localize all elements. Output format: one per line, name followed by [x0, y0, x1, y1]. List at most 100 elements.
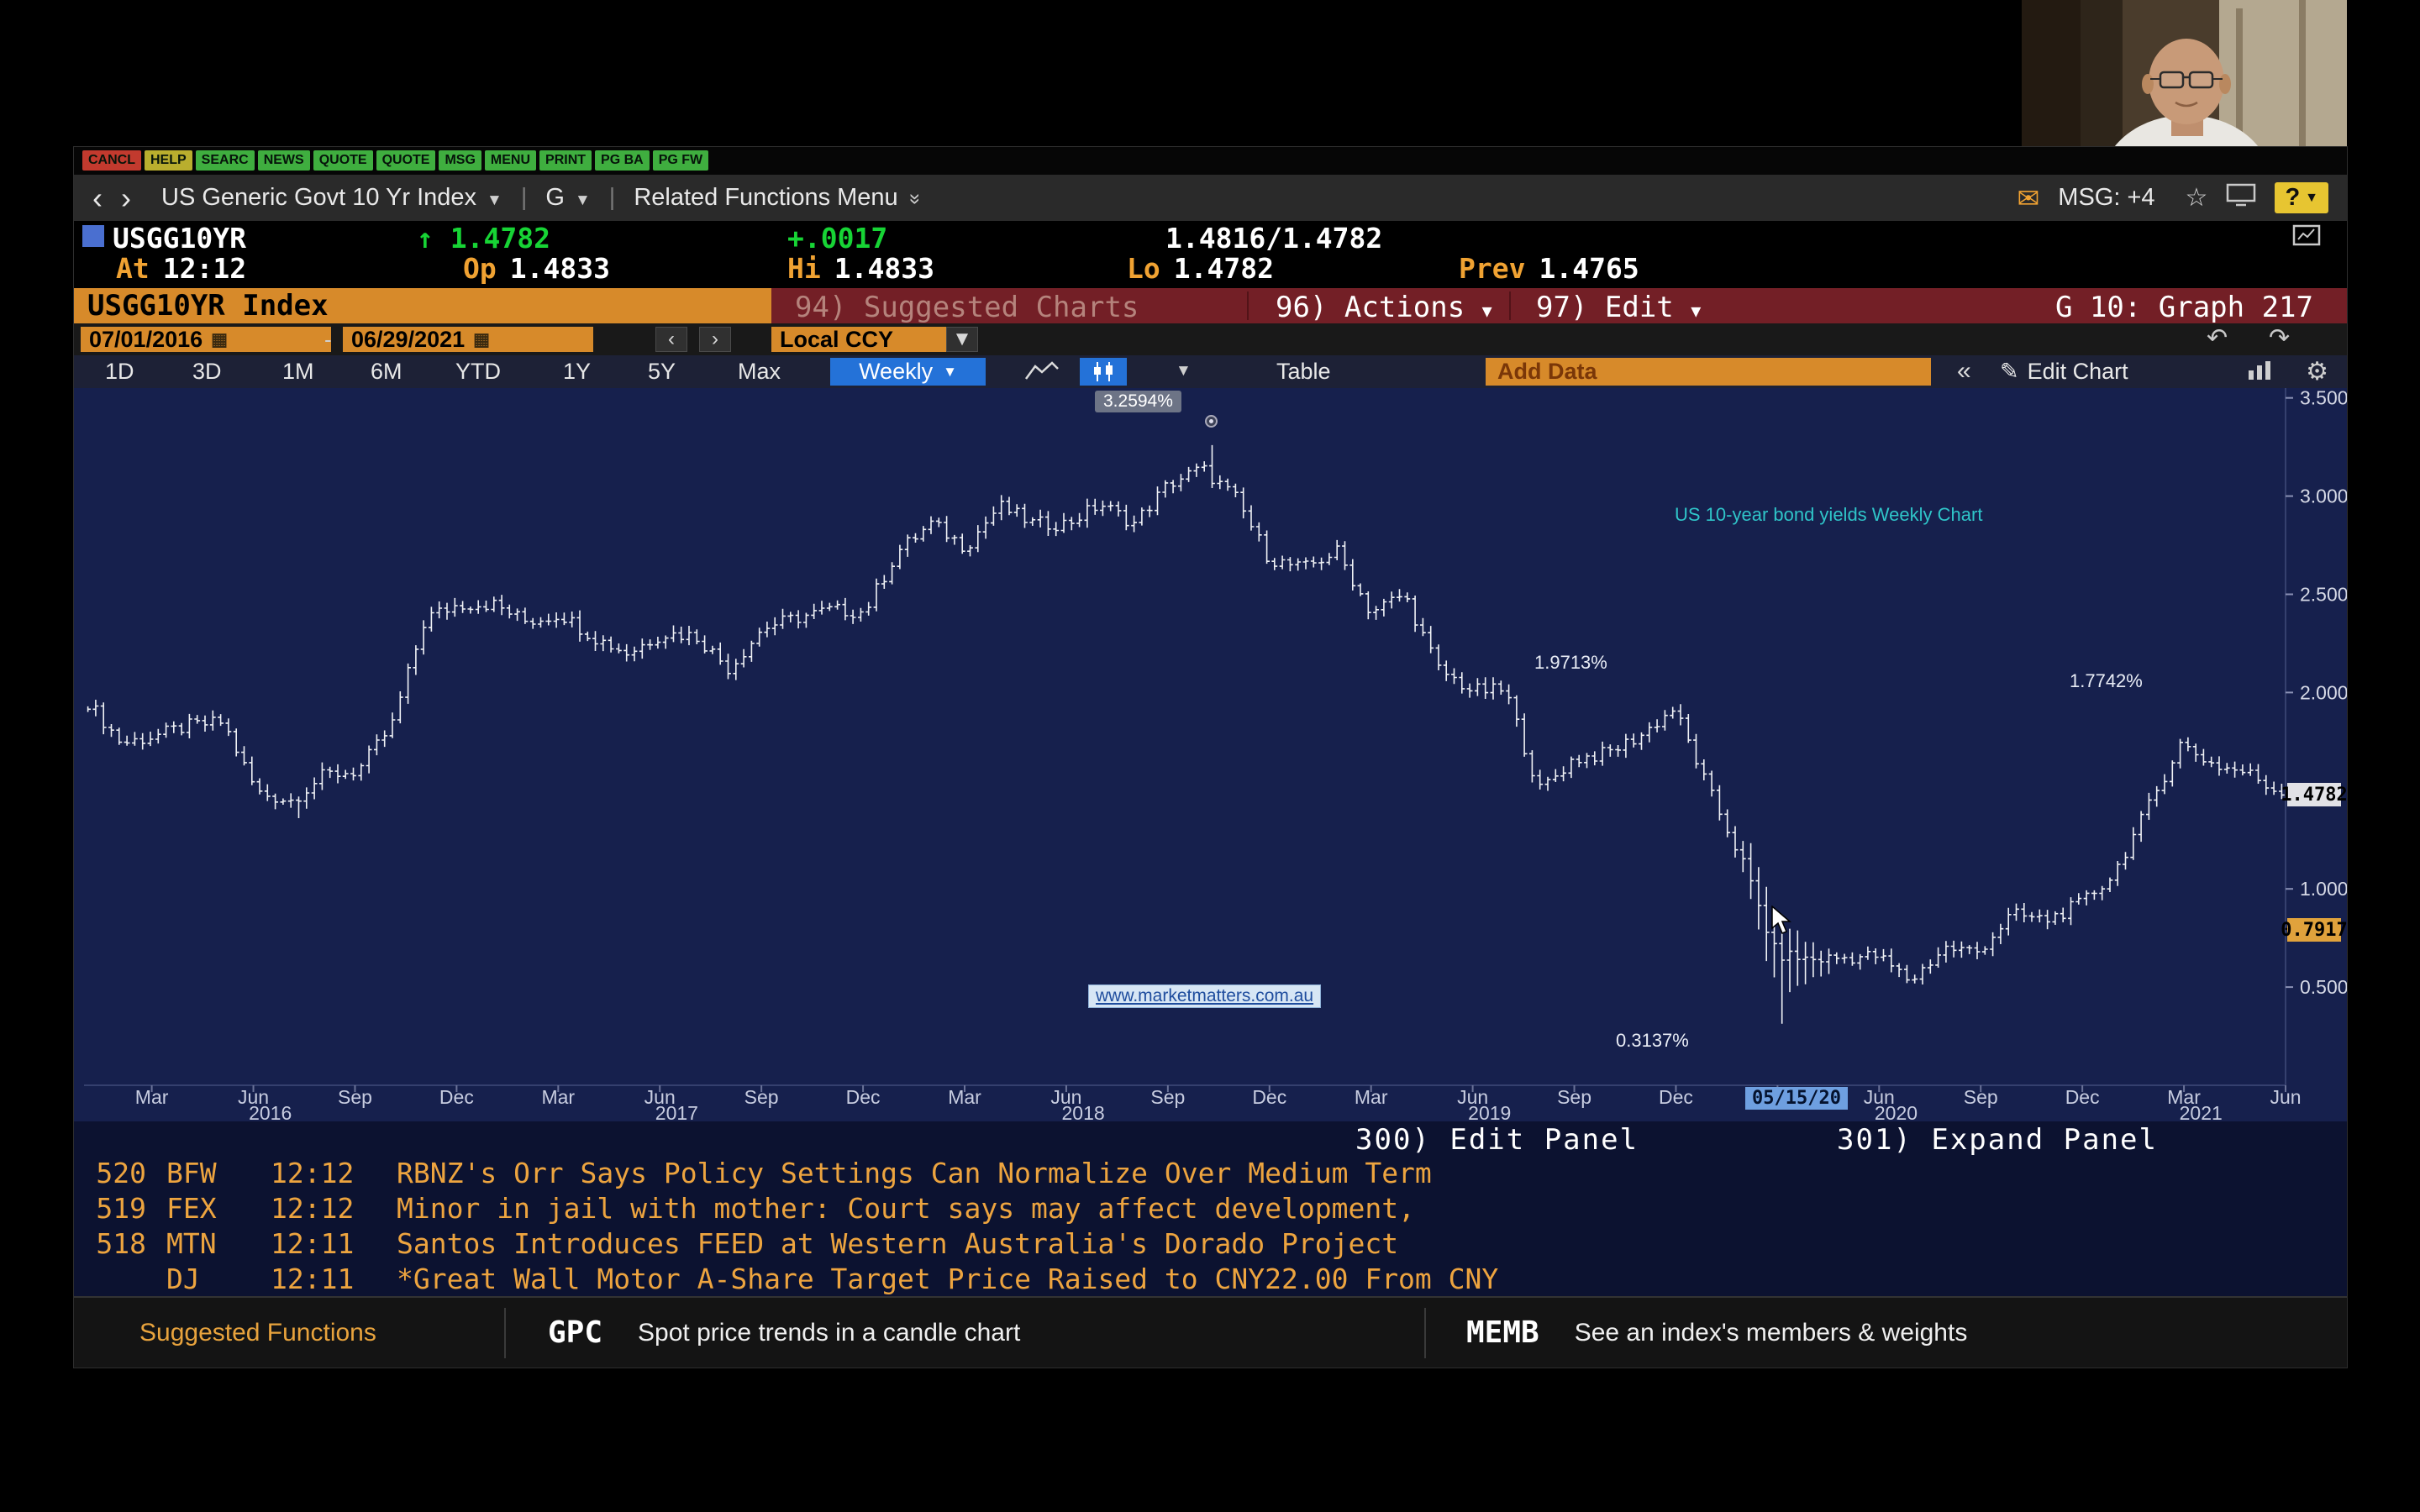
chart-type-dropdown[interactable]: ▼: [1176, 362, 1192, 380]
fkey-quote[interactable]: QUOTE: [313, 150, 373, 171]
bid-ask: 1.4816/1.4782: [1165, 222, 1383, 255]
add-data-input[interactable]: Add Data: [1486, 358, 1931, 386]
period-1y[interactable]: 1Y: [563, 359, 592, 384]
function-description: Spot price trends in a candle chart: [638, 1318, 1021, 1347]
x-axis-year-label: 2016: [249, 1102, 292, 1121]
annotation-1-7742: 1.7742%: [2070, 670, 2143, 691]
frequency-dropdown[interactable]: Weekly ▼: [830, 358, 986, 386]
back-button[interactable]: ‹: [92, 180, 103, 215]
news-source: MTN: [166, 1226, 217, 1260]
fkey-news[interactable]: NEWS: [257, 150, 310, 171]
expand-panel-command[interactable]: 301) Expand Panel: [1837, 1123, 2158, 1157]
watermark-link[interactable]: www.marketmatters.com.au: [1088, 984, 1322, 1008]
fkey-print[interactable]: PRINT: [539, 150, 592, 171]
currency-dropdown-button[interactable]: ▼: [946, 327, 978, 352]
fkey-help[interactable]: HELP: [145, 150, 192, 171]
annotation-marker-icon[interactable]: [1205, 415, 1218, 428]
x-axis-month-label: Dec: [846, 1086, 881, 1108]
related-functions-menu[interactable]: Related Functions Menu «: [634, 184, 925, 211]
news-headline-row[interactable]: DJ 12:11 *Great Wall Motor A-Share Target …: [74, 1261, 2347, 1296]
collapse-panel-icon[interactable]: «: [1957, 357, 1971, 385]
suggested-function-memb[interactable]: MEMB See an index's members & weights: [1426, 1315, 1967, 1350]
divider: [504, 1307, 506, 1358]
period-max[interactable]: Max: [738, 359, 781, 384]
period-ytd[interactable]: YTD: [455, 359, 501, 384]
x-axis-month-label: Dec: [1252, 1086, 1286, 1108]
x-axis-year-label: 2019: [1468, 1102, 1511, 1121]
x-axis-month-label: Mar: [541, 1086, 575, 1108]
chart-area[interactable]: 3.500 3.000 2.500 2.000 1.000 0.500 Mar Jun Sep D…: [74, 388, 2348, 1121]
up-arrow-icon: ↑: [417, 222, 434, 255]
news-headline-row[interactable]: 520 BFW 12:12 RBNZ's Orr Says Policy Settin…: [74, 1155, 2347, 1190]
x-axis-year-label: 2020: [1875, 1102, 1918, 1121]
chevron-down-icon: ▼: [1691, 301, 1702, 321]
fkey-cancl[interactable]: CANCL: [82, 150, 141, 171]
favorite-star-icon[interactable]: ☆: [2185, 184, 2208, 212]
news-source: BFW: [166, 1156, 217, 1189]
calendar-icon[interactable]: ▦: [473, 329, 490, 349]
help-button[interactable]: ? ▼: [2275, 182, 2328, 213]
news-time: 12:11: [271, 1226, 355, 1260]
divider: [1424, 1307, 1426, 1358]
fkey-quote[interactable]: QUOTE: [376, 150, 436, 171]
period-5y[interactable]: 5Y: [648, 359, 676, 384]
x-axis-month-label: Jun: [238, 1086, 269, 1108]
table-button[interactable]: Table: [1276, 359, 1331, 384]
period-3d[interactable]: 3D: [192, 359, 222, 384]
news-headline-row[interactable]: 519 FEX 12:12 Minor in jail with mother: Co…: [74, 1190, 2347, 1226]
crosshair-date-label: 05/15/20: [1745, 1087, 1848, 1110]
date-range-bar: 07/01/2016 ▦ - 06/29/2021 ▦ ‹ › Local CCY …: [74, 323, 2347, 355]
end-date-field[interactable]: 06/29/2021 ▦: [343, 327, 593, 352]
security-menu[interactable]: US Generic Govt 10 Yr Index ▼: [161, 184, 502, 212]
calendar-icon[interactable]: ▦: [211, 329, 228, 349]
x-axis-month-label: Mar: [2167, 1086, 2201, 1108]
line-chart-icon[interactable]: [1023, 359, 1062, 390]
fkey-searc[interactable]: SEARC: [195, 150, 255, 171]
edit-menu[interactable]: 97) Edit ▼: [1536, 291, 1702, 324]
fkey-msg[interactable]: MSG: [439, 150, 481, 171]
g-function-menu[interactable]: G ▼: [545, 184, 591, 211]
start-date-field[interactable]: 07/01/2016 ▦: [81, 327, 331, 352]
chart-options-icon[interactable]: [2246, 359, 2273, 388]
candlestick-chart-icon[interactable]: [1080, 358, 1127, 386]
fkey-pg-ba[interactable]: PG BA: [595, 150, 650, 171]
suggested-function-gpc[interactable]: GPC Spot price trends in a candle chart: [506, 1315, 1424, 1350]
suggested-charts-menu[interactable]: 94) Suggested Charts: [795, 291, 1139, 324]
period-1m[interactable]: 1M: [282, 359, 314, 384]
news-time: 12:11: [271, 1262, 355, 1295]
monitor-icon: [2227, 183, 2256, 206]
x-axis-month-label: Jun: [1050, 1086, 1081, 1108]
gear-icon[interactable]: ⚙: [2306, 358, 2328, 386]
forward-button[interactable]: ›: [121, 180, 131, 215]
period-1d[interactable]: 1D: [105, 359, 134, 384]
mouse-cursor: [1771, 906, 1792, 934]
fkey-menu[interactable]: MENU: [484, 150, 537, 171]
yield-chart-plot[interactable]: 3.500 3.000 2.500 2.000 1.000 0.500 Mar Jun Sep D…: [74, 388, 2347, 1121]
security-title: USGG10YR Index: [74, 288, 771, 323]
edit-panel-command[interactable]: 300) Edit Panel: [1355, 1123, 1639, 1157]
high-price: Hi 1.4833: [787, 252, 934, 285]
redo-icon[interactable]: ↷: [2269, 324, 2291, 352]
export-window-icon[interactable]: [2226, 183, 2256, 213]
currency-selector[interactable]: Local CCY: [771, 327, 956, 352]
range-step-forward-button[interactable]: ›: [699, 327, 731, 352]
undo-icon[interactable]: ↶: [2207, 324, 2228, 352]
msg-counter[interactable]: MSG: +4: [2058, 184, 2155, 211]
security-menu-label: US Generic Govt 10 Yr Index: [161, 184, 477, 211]
security-color-swatch: [82, 225, 104, 247]
fkey-pg-fw[interactable]: PG FW: [652, 150, 709, 171]
edit-chart-button[interactable]: ✎ Edit Chart: [2000, 359, 2128, 384]
message-envelope-icon[interactable]: ✉: [2017, 182, 2040, 213]
x-axis-month-label: Dec: [2065, 1086, 2100, 1108]
quote-monitor-icon[interactable]: [2292, 224, 2323, 252]
price-change: +.0017: [787, 222, 888, 255]
chart-toolbar: 1D 3D 1M 6M YTD 1Y 5Y Max Weekly ▼ ▼ Table Add D…: [74, 355, 2347, 388]
period-6m[interactable]: 6M: [371, 359, 402, 384]
actions-menu[interactable]: 96) Actions ▼: [1276, 291, 1492, 324]
news-headline-row[interactable]: 518 MTN 12:11 Santos Introduces FEED at Wes…: [74, 1226, 2347, 1261]
range-step-back-button[interactable]: ‹: [655, 327, 687, 352]
x-axis-year-label: 2021: [2180, 1102, 2223, 1121]
chevron-down-icon: ▼: [1481, 301, 1492, 321]
divider: [1509, 291, 1511, 320]
